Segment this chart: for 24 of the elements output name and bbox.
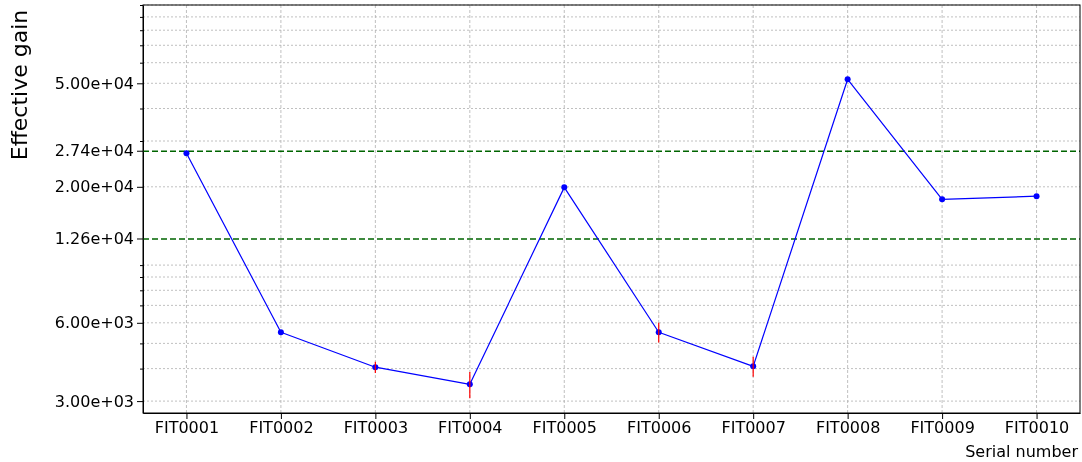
y-tick-label: 5.00e+04 [54,73,134,93]
x-tick-label: FIT0006 [627,418,692,438]
x-tick-label: FIT0004 [438,418,503,438]
point [277,329,284,336]
x-tick-label: FIT0009 [910,418,975,438]
x-tick-label: FIT0003 [343,418,409,438]
point [1033,193,1040,200]
y-tick-label: 3.00e+03 [54,391,134,411]
point [939,196,946,203]
y-tick-label: 6.00e+03 [54,313,134,333]
x-tick-label: FIT0001 [154,418,220,438]
y-tick-label: 2.00e+04 [54,177,134,197]
ref-line-label: 1.26e+04 [54,229,134,249]
ref-line-label: 2.74e+04 [54,141,134,161]
x-axis-title: Serial number [965,442,1079,461]
x-tick-label: FIT0002 [249,418,314,438]
x-tick-label: FIT0010 [1004,418,1070,438]
x-tick-label: FIT0007 [721,418,786,438]
x-tick-label: FIT0008 [815,418,881,438]
y-axis-title: Effective gain [7,9,32,161]
x-tick-label: FIT0005 [532,418,597,438]
point [561,184,568,191]
point [844,76,851,83]
point [183,150,190,157]
